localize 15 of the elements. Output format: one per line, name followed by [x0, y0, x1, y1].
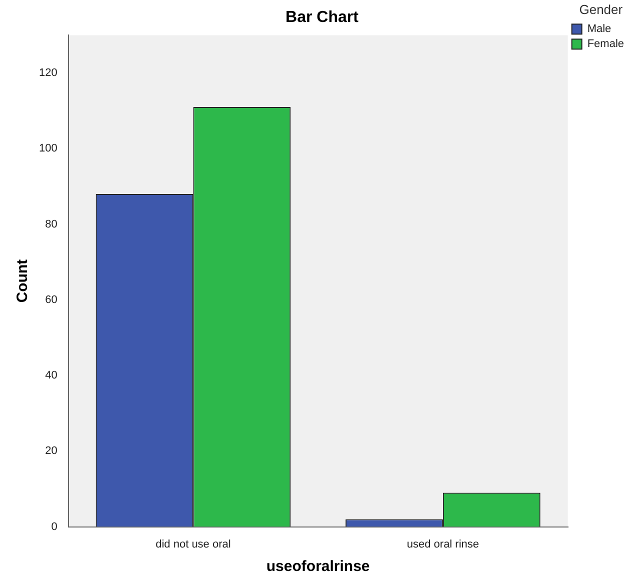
y-tick-label: 120: [38, 67, 58, 80]
y-tick-label: 60: [45, 294, 58, 306]
x-tick-label: did not use oral: [156, 538, 231, 550]
y-tick-label: 20: [45, 445, 58, 458]
y-axis-title: Count: [14, 259, 32, 303]
legend-title: Gender: [579, 2, 624, 18]
legend-label: Female: [587, 38, 624, 50]
legend-label: Male: [587, 23, 612, 36]
x-tick-label: used oral rinse: [406, 538, 480, 550]
y-tick-label: 40: [45, 370, 58, 382]
chart-title: Bar Chart: [286, 9, 360, 26]
y-tick-label: 0: [51, 520, 58, 533]
y-tick-label: 80: [45, 218, 58, 230]
x-axis-title: useoforalrinse: [266, 558, 370, 576]
y-tick-label: 100: [38, 142, 58, 155]
